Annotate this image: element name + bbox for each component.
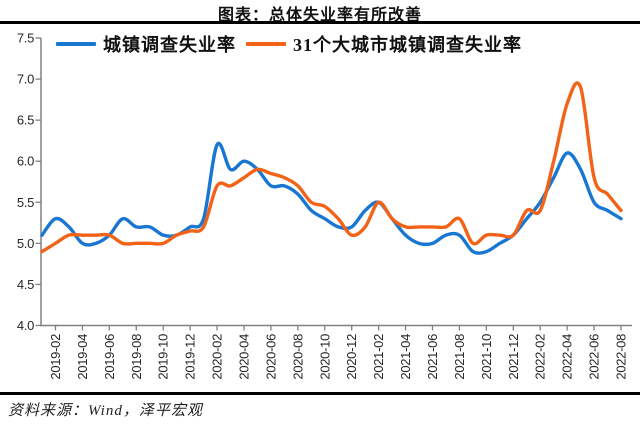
x-axis-label: 2019-02: [48, 334, 63, 380]
legend-label-31cities: 31个大城市城镇调查失业率: [293, 35, 522, 55]
y-axis-label: 7.0: [17, 72, 34, 87]
x-axis-label: 2020-12: [344, 334, 359, 380]
chart-legend: 城镇调查失业率 31个大城市城镇调查失业率: [0, 31, 640, 55]
x-axis-label: 2021-08: [452, 334, 467, 380]
y-axis-label: 4.0: [17, 318, 34, 333]
x-axis-label: 2022-08: [614, 334, 629, 380]
x-axis-label: 2019-08: [129, 334, 144, 380]
x-axis-label: 2021-04: [398, 334, 413, 380]
x-axis-label: 2020-06: [263, 334, 278, 380]
series-line-31cities: [40, 81, 623, 254]
y-axis-label: 6.0: [17, 154, 34, 169]
bottom-divider: [0, 392, 640, 395]
x-axis-label: 2021-02: [371, 334, 386, 380]
x-axis-label: 2022-06: [587, 334, 602, 380]
series-line-urban: [40, 141, 623, 255]
y-axis-label: 5.5: [17, 195, 34, 210]
legend-item-urban: 城镇调查失业率: [56, 31, 236, 57]
x-axis-label: 2020-04: [236, 334, 251, 380]
y-axis-label: 7.5: [17, 31, 34, 46]
legend-swatch-urban-line: [56, 42, 96, 46]
x-axis-label: 2022-04: [560, 334, 575, 380]
x-axis-label: 2019-04: [75, 334, 90, 380]
x-axis-label: 2022-02: [533, 334, 548, 380]
y-axis-label: 5.0: [17, 236, 34, 251]
y-axis-label: 6.5: [17, 113, 34, 128]
x-axis-label: 2021-06: [425, 334, 440, 380]
x-axis-label: 2019-12: [183, 334, 198, 380]
legend-item-31cities: 31个大城市城镇调查失业率: [246, 31, 522, 57]
x-axis-label: 2021-12: [506, 334, 521, 380]
legend-label-urban: 城镇调查失业率: [103, 35, 236, 55]
x-axis-label: 2020-10: [317, 334, 332, 380]
source-note: 资料来源：Wind，泽平宏观: [8, 403, 203, 419]
x-axis-label: 2020-08: [290, 334, 305, 380]
x-axis-label: 2021-10: [479, 334, 494, 380]
legend-swatch-31cities-line: [246, 42, 286, 46]
chart-title: 图表：总体失业率有所改善: [217, 7, 422, 24]
top-divider: [0, 21, 640, 24]
x-axis-label: 2019-06: [102, 334, 117, 380]
y-axis-label: 4.5: [17, 277, 34, 292]
x-axis-label: 2020-02: [210, 334, 225, 380]
x-axis-label: 2019-10: [156, 334, 171, 380]
